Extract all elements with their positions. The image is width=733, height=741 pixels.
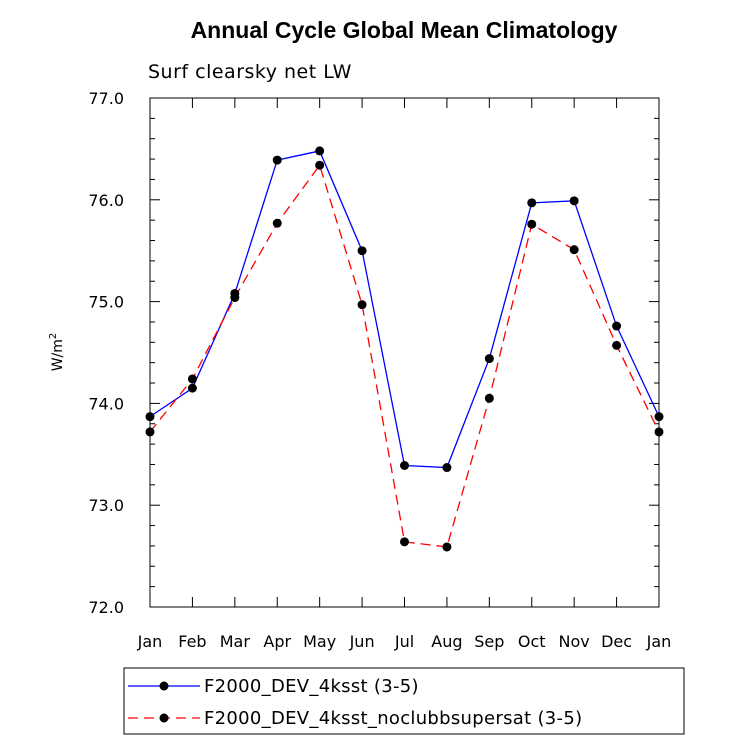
x-tick-label: Jan bbox=[137, 632, 163, 651]
y-tick-label: 74.0 bbox=[88, 394, 124, 413]
chart-title: Annual Cycle Global Mean Climatology bbox=[191, 17, 618, 43]
legend-label-1: F2000_DEV_4ksst (3-5) bbox=[204, 676, 419, 697]
series-1-point bbox=[442, 463, 452, 473]
y-axis-label: W/m2 bbox=[48, 333, 66, 372]
series-line-2 bbox=[149, 163, 660, 548]
series-2-point bbox=[654, 427, 664, 437]
legend-label-2: F2000_DEV_4ksst_noclubbsupersat (3-5) bbox=[204, 708, 582, 729]
series-2-point bbox=[442, 542, 452, 552]
series-1-point bbox=[612, 321, 622, 331]
series-1-point bbox=[654, 412, 664, 422]
series-1-point bbox=[357, 246, 367, 256]
x-tick-label: May bbox=[303, 632, 336, 651]
series-1-point bbox=[315, 146, 325, 156]
x-tick-label: Feb bbox=[178, 632, 206, 651]
y-tick-label: 76.0 bbox=[88, 191, 124, 210]
series-2-point bbox=[315, 160, 325, 170]
series-2-point bbox=[527, 219, 537, 229]
legend-box bbox=[123, 667, 685, 735]
x-tick-label: Sep bbox=[474, 632, 504, 651]
y-tick-label: 77.0 bbox=[88, 89, 124, 108]
y-tick-label: 73.0 bbox=[88, 496, 124, 515]
x-tick-label: Oct bbox=[518, 632, 546, 651]
series-layer bbox=[145, 146, 664, 552]
series-2-point bbox=[484, 393, 494, 403]
series-1-point bbox=[187, 383, 197, 393]
legend-marker-1 bbox=[159, 681, 169, 691]
x-tick-label: Mar bbox=[220, 632, 251, 651]
x-tick-label: Nov bbox=[559, 632, 590, 651]
series-1-point bbox=[272, 155, 282, 165]
series-1-point bbox=[400, 460, 409, 470]
x-tick-label: Jul bbox=[394, 632, 414, 651]
series-line-1 bbox=[149, 150, 660, 469]
series-2-point bbox=[272, 218, 282, 228]
x-tick-label: Aug bbox=[431, 632, 462, 651]
series-1-point bbox=[569, 196, 579, 206]
x-tick-label: Jan bbox=[646, 632, 672, 651]
series-1-point bbox=[145, 412, 155, 422]
x-tick-label: Dec bbox=[601, 632, 632, 651]
series-2-point bbox=[187, 374, 197, 384]
legend: F2000_DEV_4ksst (3-5) F2000_DEV_4ksst_noc… bbox=[123, 667, 685, 735]
series-2-point bbox=[357, 300, 367, 310]
axes: 72.0 73.0 74.0 75.0 76.0 77.0 Jan Feb Mar Apr May J… bbox=[88, 89, 671, 651]
series-2-point bbox=[145, 427, 155, 437]
series-1-point bbox=[527, 198, 537, 208]
series-2-point bbox=[612, 340, 622, 350]
series-2-point bbox=[400, 537, 409, 547]
plot-frame bbox=[149, 97, 660, 608]
series-2-point bbox=[230, 293, 240, 303]
chart-subtitle: Surf clearsky net LW bbox=[148, 61, 352, 83]
y-tick-label: 75.0 bbox=[88, 293, 124, 312]
x-tick-label: Apr bbox=[263, 632, 291, 651]
series-2-point bbox=[569, 245, 579, 255]
y-tick-label: 72.0 bbox=[88, 598, 124, 617]
legend-marker-2 bbox=[159, 713, 169, 723]
series-1-point bbox=[484, 354, 494, 364]
x-tick-label: Jun bbox=[349, 632, 375, 651]
